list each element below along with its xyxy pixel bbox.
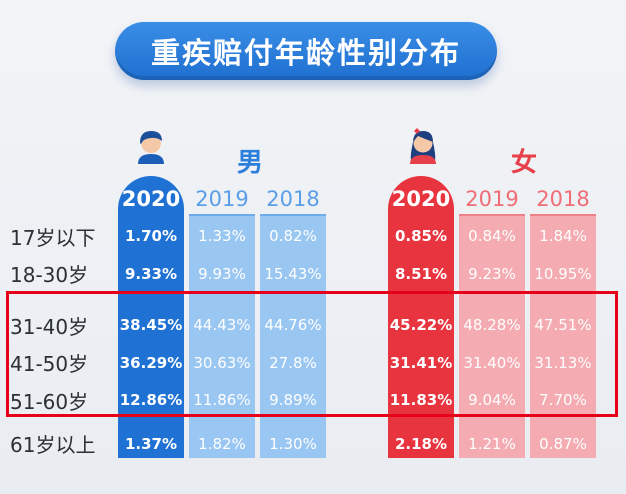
year-header: 2020	[391, 187, 451, 211]
value-cell: 0.84%	[468, 227, 516, 245]
value-cell: 1.82%	[198, 434, 246, 453]
value-cell: 9.93%	[198, 264, 246, 283]
age-group-label: 18-30岁	[10, 263, 89, 287]
column-background	[260, 214, 326, 458]
value-cell: 45.22%	[389, 316, 453, 334]
age-group-label: 17岁以下	[10, 225, 96, 250]
column-background	[189, 214, 255, 458]
value-cell: 2.18%	[394, 434, 448, 453]
value-cell: 1.84%	[539, 227, 587, 245]
female-label: 女	[511, 148, 538, 178]
value-cell: 1.33%	[198, 227, 246, 245]
year-header: 2019	[195, 187, 249, 211]
value-cell: 0.87%	[539, 434, 587, 453]
value-cell: 38.45%	[119, 316, 183, 334]
age-group-label: 41-50岁	[10, 352, 89, 376]
value-cell: 44.43%	[193, 316, 251, 334]
value-cell: 11.83%	[389, 391, 453, 409]
value-cell: 7.70%	[539, 391, 587, 409]
age-group-label: 31-40岁	[10, 314, 89, 339]
value-cell: 31.41%	[389, 353, 453, 372]
value-cell: 1.30%	[269, 434, 317, 453]
value-cell: 12.86%	[119, 391, 183, 409]
value-cell: 27.8%	[269, 353, 317, 372]
year-header: 2019	[465, 187, 519, 211]
value-cell: 1.21%	[468, 434, 516, 453]
value-cell: 47.51%	[534, 316, 592, 334]
value-cell: 9.23%	[468, 264, 516, 283]
female-avatar-icon	[410, 128, 436, 164]
value-cell: 1.70%	[124, 227, 178, 245]
chart-title: 重疾赔付年龄性别分布	[115, 22, 497, 80]
value-cell: 9.89%	[269, 391, 317, 409]
column-background	[459, 214, 525, 458]
male-avatar-icon	[138, 131, 164, 164]
value-cell: 8.51%	[394, 264, 448, 283]
value-cell: 11.86%	[193, 391, 251, 409]
value-cell: 31.40%	[463, 353, 521, 372]
column-background	[118, 176, 184, 458]
value-cell: 15.43%	[264, 264, 322, 283]
column-background	[388, 176, 454, 458]
value-cell: 0.82%	[269, 227, 317, 245]
value-cell: 0.85%	[394, 227, 448, 245]
year-header: 2020	[121, 187, 181, 211]
age-group-label: 51-60岁	[10, 389, 89, 414]
column-background	[530, 214, 596, 458]
value-cell: 31.13%	[534, 353, 592, 372]
value-cell: 48.28%	[463, 316, 521, 334]
value-cell: 44.76%	[264, 316, 322, 334]
value-cell: 9.04%	[468, 391, 516, 409]
year-header: 2018	[536, 187, 590, 211]
age-group-label: 61岁以上	[10, 433, 96, 457]
value-cell: 36.29%	[119, 353, 183, 372]
year-header: 2018	[266, 187, 320, 211]
male-label: 男	[237, 148, 264, 178]
value-cell: 9.33%	[124, 264, 178, 283]
value-cell: 10.95%	[534, 264, 592, 283]
highlight-box	[6, 291, 618, 417]
value-cell: 1.37%	[124, 434, 178, 453]
value-cell: 30.63%	[193, 353, 251, 372]
